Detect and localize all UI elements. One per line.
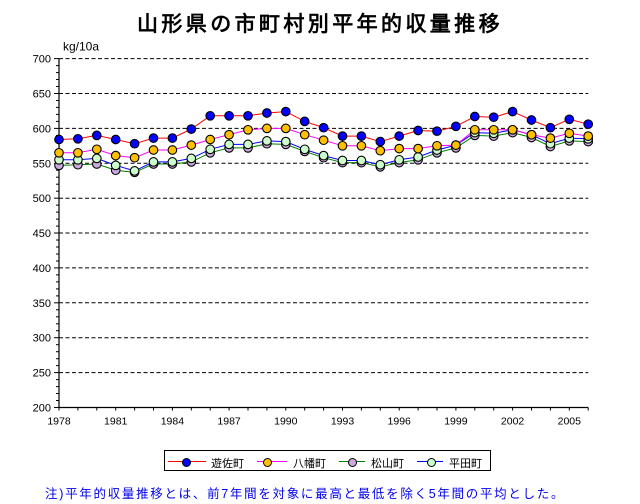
svg-text:1993: 1993 [331,416,355,428]
svg-text:2002: 2002 [501,416,525,428]
svg-text:700: 700 [33,54,51,66]
svg-text:350: 350 [33,298,51,310]
svg-text:650: 650 [33,89,51,101]
svg-text:200: 200 [33,403,51,415]
svg-text:1999: 1999 [444,416,468,428]
svg-text:1978: 1978 [47,416,71,428]
svg-text:1981: 1981 [104,416,128,428]
svg-text:2005: 2005 [558,416,582,428]
svg-text:400: 400 [33,263,51,275]
svg-text:300: 300 [33,333,51,345]
svg-text:550: 550 [33,158,51,170]
svg-text:250: 250 [33,368,51,380]
svg-text:1984: 1984 [161,416,185,428]
svg-text:450: 450 [33,228,51,240]
svg-text:1987: 1987 [217,416,241,428]
svg-text:kg/10a: kg/10a [63,40,99,54]
svg-text:1990: 1990 [274,416,298,428]
svg-text:600: 600 [33,123,51,135]
svg-text:1996: 1996 [388,416,412,428]
svg-text:500: 500 [33,193,51,205]
